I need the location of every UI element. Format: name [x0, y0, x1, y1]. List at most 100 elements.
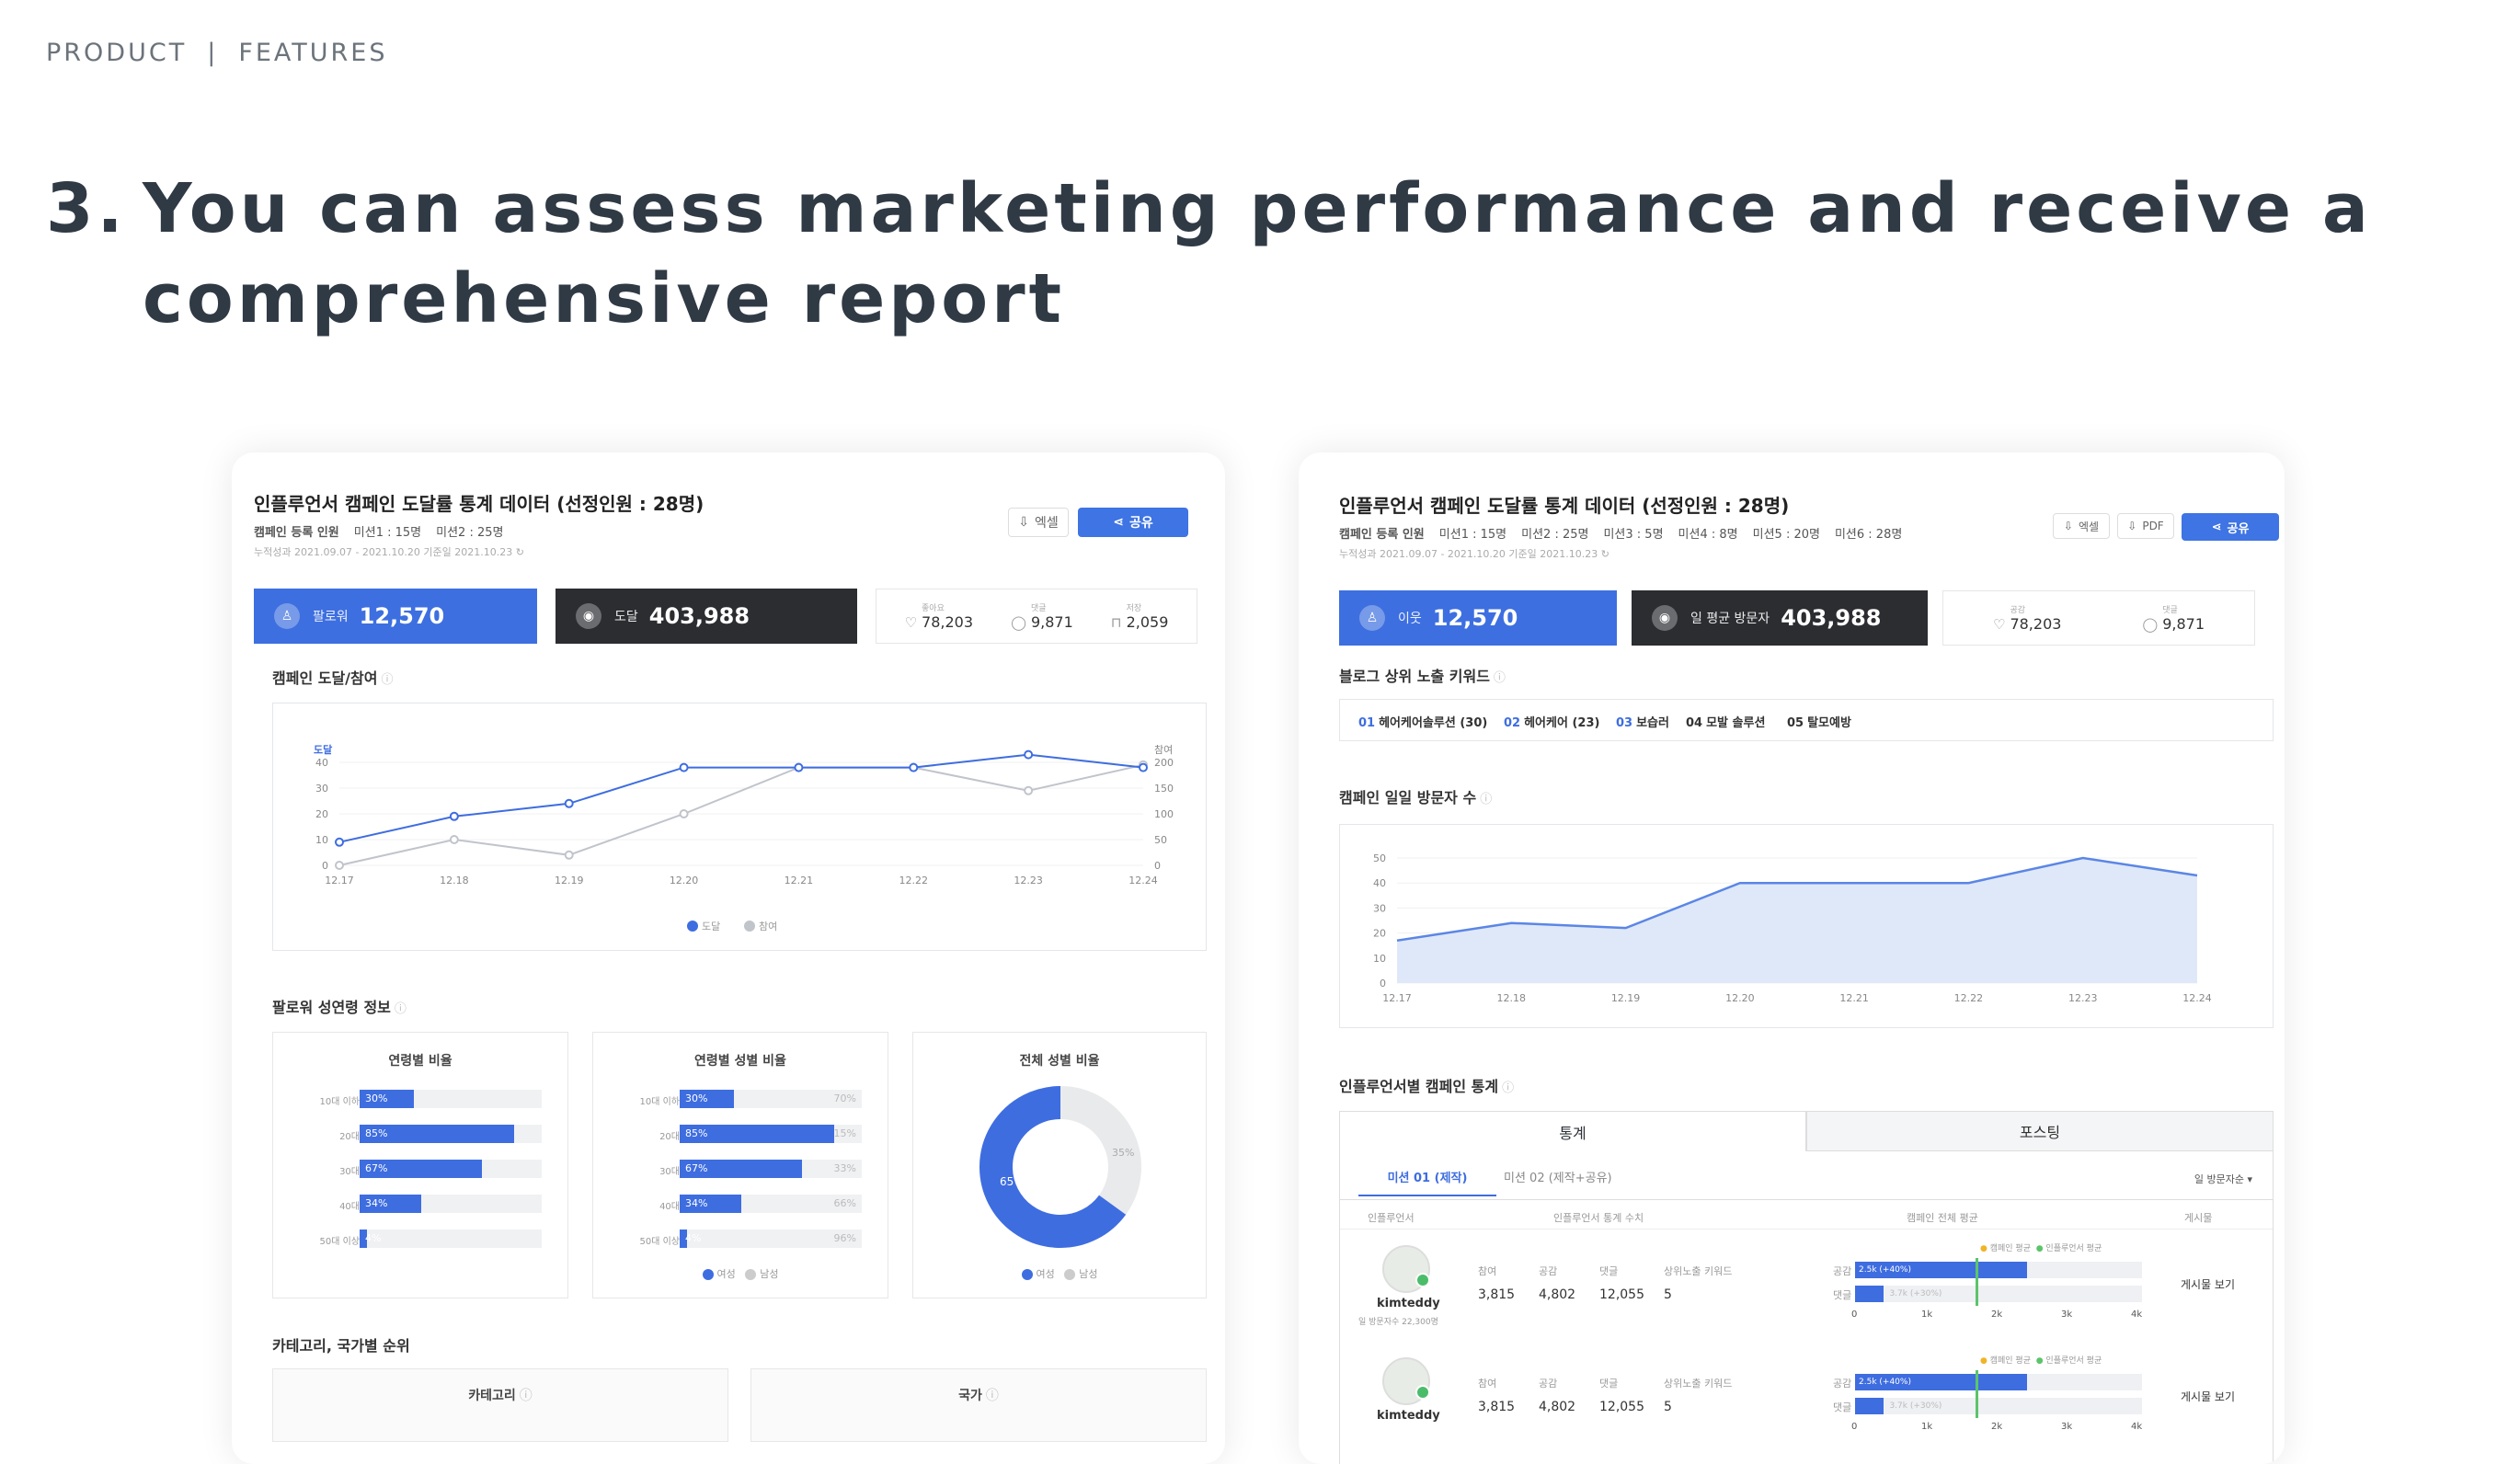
bar-label: 20대	[339, 1132, 360, 1142]
tab-statistics[interactable]: 통계	[1339, 1111, 1806, 1151]
x-tick-label: 12.17	[1382, 992, 1412, 1004]
male-dot	[745, 1269, 757, 1280]
mission4-count: 미션4 : 8명	[1678, 528, 1738, 542]
keyword-text: 모발 솔루션	[1706, 716, 1766, 730]
bar-label: 10대 이하	[639, 1097, 680, 1107]
stat-value: 12,055	[1599, 1287, 1644, 1302]
series-line	[338, 763, 1144, 866]
bar-fill: 30%	[680, 1090, 735, 1108]
data-point	[564, 850, 574, 860]
bar-track: 34% 66%	[680, 1195, 862, 1213]
excel-button[interactable]: ⇩ 엑셀	[2053, 513, 2110, 539]
view-post-link[interactable]: 게시물 보기	[2181, 1390, 2236, 1403]
influencer-sub: 일 방문자수 22,300명	[1358, 1318, 1438, 1327]
help-icon[interactable]: ⓘ	[519, 1389, 533, 1403]
bar-track: 85% 15%	[680, 1125, 862, 1143]
bar-fill: 4%	[360, 1230, 381, 1248]
data-point	[1024, 749, 1034, 760]
avg-marker	[1976, 1370, 1979, 1394]
avg-legend: ● 캠페인 평균 ● 인플루언서 평균	[1980, 1244, 2102, 1253]
male-legend: 남성	[760, 1268, 779, 1280]
tab-posting[interactable]: 포스팅	[1806, 1111, 2274, 1151]
bar-fill: 2.5k (+40%)	[1855, 1262, 2028, 1278]
comment-icon: ◯	[1011, 614, 1026, 631]
y2-tick-label: 200	[1154, 757, 1174, 769]
data-point	[335, 861, 344, 870]
keyword-rank: 05	[1787, 716, 1804, 730]
stat-label: 댓글	[1599, 1265, 1619, 1277]
axis-tick: 3k	[2061, 1310, 2073, 1320]
avatar[interactable]	[1382, 1357, 1430, 1405]
stats-tab-panel: 미션 01 (제작) 미션 02 (제작+공유) 일 방문자순 ▾ 인플루언서 …	[1339, 1151, 2274, 1464]
influencer-name[interactable]: kimteddy	[1377, 1297, 1440, 1310]
axis-tick: 4k	[2131, 1310, 2143, 1320]
data-point	[679, 809, 689, 818]
gender-ratio-panel: 전체 성별 비율 65% 35% 여성 남성	[912, 1032, 1207, 1298]
view-post-link[interactable]: 게시물 보기	[2181, 1278, 2236, 1291]
keywords-heading-text: 블로그 상위 노출 키워드	[1339, 668, 1490, 685]
x-tick-label: 12.18	[1497, 992, 1527, 1004]
date-range: 누적성과 2021.09.07 - 2021.10.20 기준일 2021.10…	[1339, 548, 1609, 560]
age-gender-title: 연령별 성별 비율	[694, 1054, 786, 1069]
sort-dropdown[interactable]: 일 방문자순 ▾	[2194, 1173, 2252, 1185]
people-icon: ♙	[274, 603, 300, 629]
bar-label: 30대	[659, 1167, 680, 1177]
y-tick-label: 40	[1373, 877, 1386, 889]
help-icon[interactable]: ⓘ	[1493, 671, 1506, 685]
keyword-text: 헤어케어 (23)	[1524, 716, 1600, 730]
keyword-text: 탈모예방	[1807, 716, 1851, 730]
daily-visitors-heading: 캠페인 일일 방문자 수 ⓘ	[1339, 785, 1492, 807]
keyword-rank: 02	[1504, 716, 1521, 730]
help-icon[interactable]: ⓘ	[1480, 793, 1493, 806]
followers-label: 팔로워	[313, 610, 349, 624]
likes-stat: ♡ 좋아요 78,203	[905, 601, 973, 631]
help-icon[interactable]: ⓘ	[1502, 1081, 1515, 1095]
excel-button[interactable]: ⇩ 엑셀	[1008, 508, 1069, 537]
female-dot	[702, 1269, 714, 1280]
keyword-item: 05 탈모예방	[1787, 713, 1851, 730]
help-icon[interactable]: ⓘ	[394, 1002, 407, 1016]
pdf-button[interactable]: ⇩ PDF	[2117, 513, 2174, 539]
bar-right-pct: 96%	[833, 1232, 856, 1244]
help-icon[interactable]: ⓘ	[985, 1389, 999, 1403]
bar-label: 40대	[659, 1202, 680, 1212]
download-icon: ⇩	[2127, 520, 2137, 532]
x-tick-label: 12.22	[899, 875, 929, 886]
subtab-mission1[interactable]: 미션 01 (제작)	[1358, 1168, 1496, 1196]
bar-track: 67%	[360, 1160, 542, 1178]
avatar[interactable]	[1382, 1245, 1430, 1293]
y2-tick-label: 150	[1154, 783, 1174, 795]
per-influencer-heading-text: 인플루언서별 캠페인 통계	[1339, 1078, 1499, 1095]
breadcrumb-features[interactable]: FEATURES	[238, 39, 388, 67]
bar-row: 40대 34% 66%	[593, 1195, 888, 1213]
axis-tick: 0	[1851, 1310, 1858, 1320]
influencer-name[interactable]: kimteddy	[1377, 1409, 1440, 1423]
axis-tick: 1k	[1921, 1310, 1933, 1320]
share-button[interactable]: ⋖ 공유	[2182, 513, 2279, 541]
heart-icon: ♡	[904, 614, 918, 631]
age-ratio-title: 연령별 비율	[388, 1054, 452, 1069]
legend-dot	[687, 921, 698, 932]
subtab-mission2[interactable]: 미션 02 (제작+공유)	[1504, 1172, 1612, 1185]
blog-report-card: 인플루언서 캠페인 도달률 통계 데이터 (선정인원 : 28명) 캠페인 등록…	[1299, 452, 2285, 1464]
followers-stat: ♙ 팔로워 12,570	[254, 589, 537, 644]
bar-track: 4%	[360, 1230, 542, 1248]
data-point	[564, 798, 574, 808]
mission6-count: 미션6 : 28명	[1834, 528, 1903, 542]
axis-tick: 2k	[1991, 1310, 2003, 1320]
help-icon[interactable]: ⓘ	[381, 673, 394, 687]
comments-label: 댓글	[2162, 606, 2178, 615]
category-ranking-panel: 카테고리 ⓘ	[272, 1368, 728, 1442]
bar-fill: 34%	[680, 1195, 742, 1213]
x-tick-label: 12.22	[1954, 992, 1984, 1004]
male-pct-label: 35%	[1112, 1147, 1134, 1159]
saves-value: 2,059	[1126, 613, 1169, 631]
reach-value: 403,988	[648, 603, 750, 629]
daily-visitors-chart-box: 0 10 20 30 40 50 12.17 12.18 12.19 12.20 12.21 12.2…	[1339, 824, 2274, 1028]
comment-bar: 3.7k (+30%)	[1855, 1282, 2142, 1306]
x-tick-label: 12.17	[325, 875, 354, 886]
breadcrumb-product[interactable]: PRODUCT	[46, 39, 188, 67]
stat-label: 참여	[1478, 1378, 1497, 1390]
share-button[interactable]: ⋖ 공유	[1078, 508, 1188, 537]
empathy-bar: 2.5k (+40%)	[1855, 1370, 2142, 1394]
